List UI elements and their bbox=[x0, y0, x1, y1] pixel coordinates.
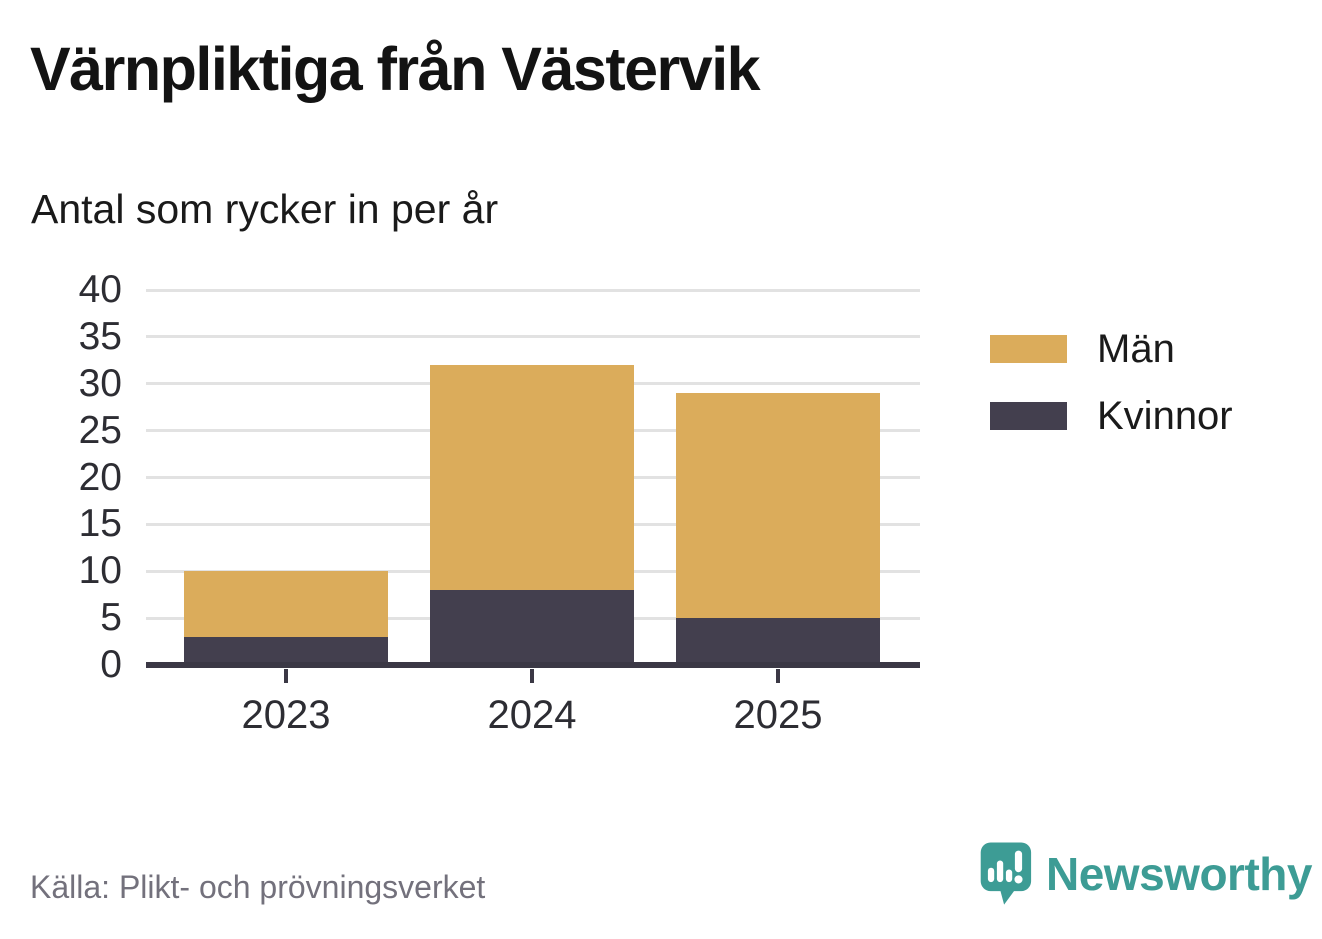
x-axis-line bbox=[146, 662, 920, 668]
x-axis-label: 2024 bbox=[487, 693, 577, 737]
y-axis-tick-label: 30 bbox=[78, 361, 122, 405]
bar-segment-2024-kvinnor bbox=[430, 590, 634, 665]
legend-item-man: Män bbox=[990, 329, 1233, 369]
bar-segment-2025-män bbox=[676, 393, 880, 619]
y-axis-tick-label: 35 bbox=[78, 314, 122, 358]
legend-swatch-kvinnor bbox=[990, 402, 1067, 430]
gridline bbox=[146, 288, 920, 292]
legend-label-man: Män bbox=[1097, 327, 1175, 371]
x-axis-label: 2023 bbox=[241, 693, 331, 737]
x-axis-label: 2025 bbox=[733, 693, 823, 737]
y-axis-tick-label: 0 bbox=[100, 643, 122, 686]
legend-swatch-man bbox=[990, 335, 1067, 363]
source-attribution: Källa: Plikt- och prövningsverket bbox=[30, 869, 486, 905]
bar-segment-2024-män bbox=[430, 365, 634, 590]
y-axis-tick-label: 40 bbox=[78, 268, 122, 311]
y-axis-tick-label: 15 bbox=[78, 502, 122, 546]
y-axis-tick-label: 20 bbox=[78, 455, 122, 499]
chart-title: Värnpliktiga från Västervik bbox=[30, 35, 761, 103]
legend: Män Kvinnor bbox=[990, 329, 1233, 436]
y-axis-tick-label: 5 bbox=[100, 596, 122, 640]
legend-label-kvinnor: Kvinnor bbox=[1097, 394, 1233, 438]
brand-name: Newsworthy bbox=[1046, 848, 1312, 900]
legend-item-kvinnor: Kvinnor bbox=[990, 396, 1233, 436]
brand-logo: Newsworthy bbox=[978, 840, 1312, 908]
x-axis-tick bbox=[530, 669, 534, 683]
y-axis-tick-label: 25 bbox=[78, 408, 122, 452]
x-axis-tick bbox=[284, 669, 288, 683]
bar-segment-2023-kvinnor bbox=[184, 636, 388, 665]
x-axis-tick bbox=[776, 669, 780, 683]
newsworthy-speech-bubble-icon bbox=[980, 842, 1032, 905]
bar-segment-2025-kvinnor bbox=[676, 618, 880, 665]
chart-subtitle: Antal som rycker in per år bbox=[31, 186, 499, 232]
bar-segment-2023-män bbox=[184, 571, 388, 637]
y-axis-tick-label: 10 bbox=[78, 549, 122, 593]
gridline bbox=[146, 335, 920, 339]
